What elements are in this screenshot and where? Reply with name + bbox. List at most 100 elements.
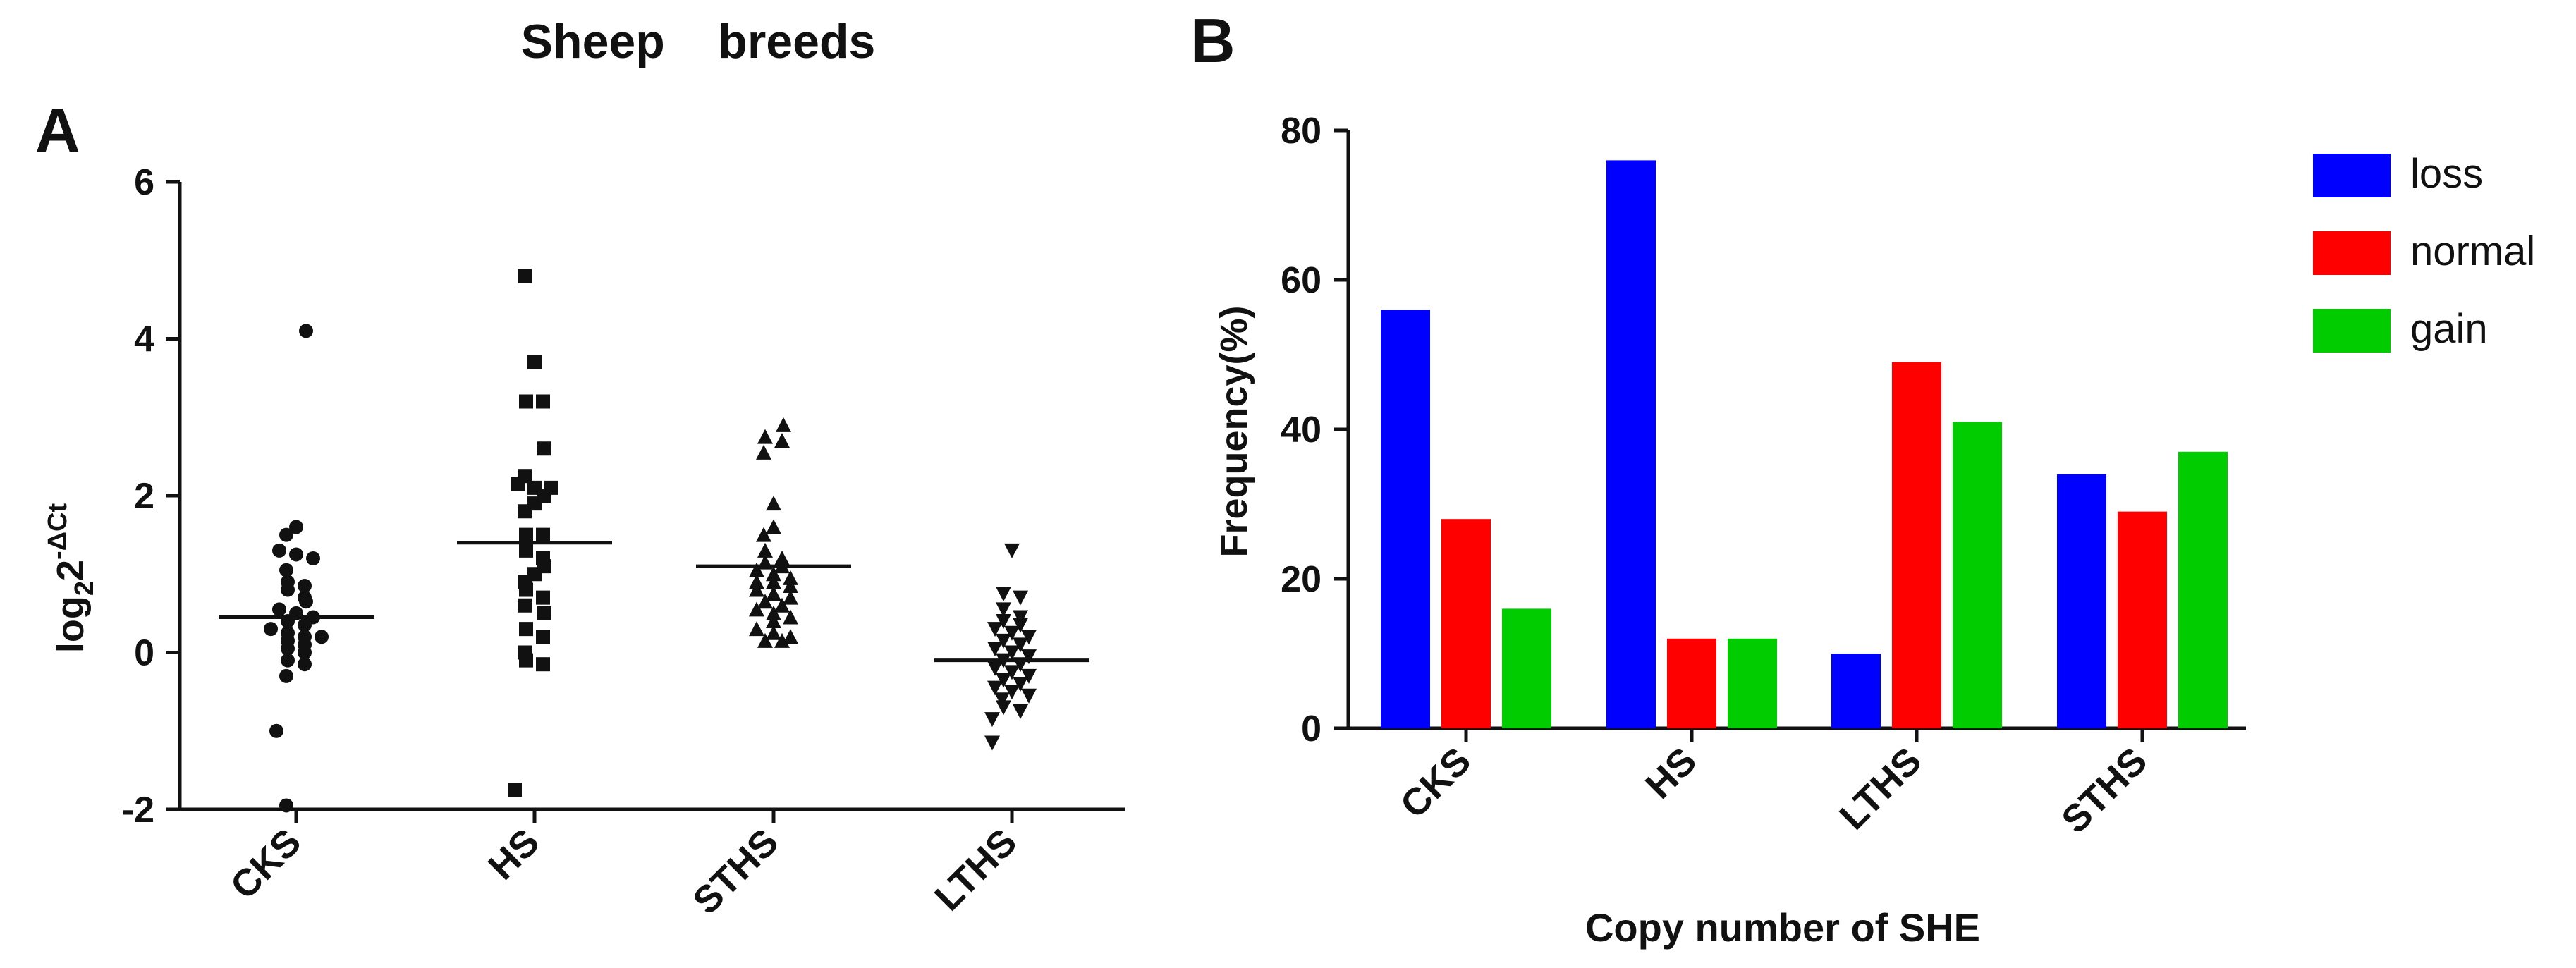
bar-loss-lths — [1831, 654, 1881, 728]
data-point-cks — [279, 668, 293, 683]
data-point-hs — [519, 622, 533, 637]
ylabel-base: log — [49, 596, 92, 653]
legend-swatch-normal — [2313, 231, 2391, 275]
data-point-sths — [783, 570, 798, 585]
x-tick-label-sths: STHS — [2053, 740, 2155, 841]
panel-b-label: B — [1190, 6, 1235, 75]
data-point-lths — [996, 673, 1011, 688]
bar-normal-sths — [2118, 511, 2167, 728]
data-point-lths — [987, 661, 1003, 676]
data-point-lths — [1021, 668, 1037, 684]
data-point-hs — [519, 653, 533, 668]
bar-gain-sths — [2178, 451, 2228, 728]
data-point-hs — [537, 441, 551, 456]
legend-label-loss: loss — [2410, 151, 2483, 197]
data-point-hs — [536, 394, 550, 409]
data-point-cks — [289, 547, 303, 562]
x-tick-label-sths: STHS — [685, 821, 786, 922]
data-point-lths — [996, 614, 1011, 629]
legend-swatch-gain — [2313, 309, 2391, 353]
bar-loss-sths — [2057, 474, 2106, 728]
data-point-hs — [508, 783, 522, 797]
data-point-sths — [756, 527, 771, 542]
x-tick-label-cks: CKS — [222, 821, 309, 907]
data-point-sths — [783, 577, 798, 593]
data-point-lths — [987, 641, 1003, 656]
data-point-hs — [527, 480, 542, 495]
data-point-cks — [281, 625, 295, 640]
data-point-lths — [994, 692, 1010, 708]
data-point-lths — [1013, 610, 1028, 625]
data-point-sths — [749, 562, 764, 577]
data-point-sths — [766, 496, 781, 511]
legend-label-gain: gain — [2410, 306, 2488, 352]
data-point-lths — [1021, 688, 1037, 704]
data-point-sths — [774, 632, 790, 648]
data-point-sths — [757, 429, 773, 444]
bar-normal-cks — [1441, 519, 1491, 728]
data-point-sths — [766, 625, 781, 640]
data-point-sths — [749, 574, 764, 589]
data-point-cks — [279, 563, 293, 577]
data-point-hs — [518, 598, 532, 613]
legend: loss normal gain — [2313, 151, 2535, 353]
data-point-hs — [519, 543, 533, 558]
data-point-sths — [774, 551, 790, 565]
data-point-sths — [766, 574, 781, 589]
ylabel-sup: -ΔCt — [43, 503, 73, 560]
bar-normal-lths — [1892, 362, 1941, 728]
panel-b-x-axis-label: Copy number of SHE — [1585, 905, 1980, 950]
ylabel-main: 2 — [49, 560, 92, 581]
x-tick-label-hs: HS — [480, 821, 547, 888]
panel-a-plot: -2 0 2 4 6 CKS HS STHS LTHS — [122, 162, 1125, 922]
bar-loss-hs — [1606, 160, 1656, 728]
data-point-cks — [306, 551, 320, 565]
bar-gain-cks — [1502, 608, 1551, 728]
data-point-cks — [279, 527, 293, 542]
data-point-hs — [519, 527, 533, 542]
panel-b-y-axis-label: Frequency(%) — [1213, 305, 1255, 557]
data-point-cks — [299, 324, 313, 338]
data-point-cks — [279, 798, 293, 813]
data-point-sths — [749, 621, 764, 637]
data-point-hs — [536, 551, 550, 565]
legend-label-normal: normal — [2410, 228, 2535, 274]
data-point-cks — [269, 723, 283, 738]
data-point-cks — [298, 657, 312, 672]
x-tick-label-lths: LTHS — [927, 821, 1025, 919]
data-point-lths — [1013, 637, 1028, 653]
data-point-cks — [281, 575, 295, 589]
data-point-hs — [536, 630, 550, 644]
panel-b-plot: 0 20 40 60 80 CKS HS LTHS STHS — [1281, 111, 2246, 841]
panel-a-y-axis-label: log22-ΔCt — [43, 503, 99, 654]
data-point-lths — [1013, 590, 1028, 606]
data-point-hs — [518, 269, 532, 283]
x-tick-label-lths: LTHS — [1831, 740, 1929, 838]
data-point-sths — [774, 433, 790, 448]
data-point-hs — [536, 527, 550, 542]
data-point-hs — [519, 394, 533, 409]
data-point-lths — [1004, 665, 1020, 680]
data-point-cks — [298, 630, 312, 644]
data-point-lths — [987, 680, 1003, 696]
y-tick-label: 2 — [134, 476, 154, 517]
data-point-sths — [774, 597, 790, 613]
data-point-lths — [1013, 704, 1028, 719]
data-point-sths — [783, 629, 798, 644]
data-point-lths — [984, 712, 1000, 728]
data-point-hs — [537, 606, 551, 620]
data-point-lths — [996, 602, 1011, 618]
data-point-cks — [315, 630, 329, 644]
data-point-lths — [1004, 645, 1020, 661]
x-tick-label-hs: HS — [1637, 740, 1704, 807]
data-point-lths — [1021, 630, 1037, 645]
data-point-cks — [272, 602, 286, 617]
data-point-lths — [996, 700, 1011, 716]
y-tick-label: 60 — [1281, 260, 1321, 301]
y-tick-label: 4 — [134, 319, 154, 360]
data-point-lths — [1004, 685, 1020, 700]
data-point-lths — [987, 622, 1003, 637]
y-tick-label: 20 — [1281, 559, 1321, 600]
data-point-hs — [536, 657, 550, 672]
